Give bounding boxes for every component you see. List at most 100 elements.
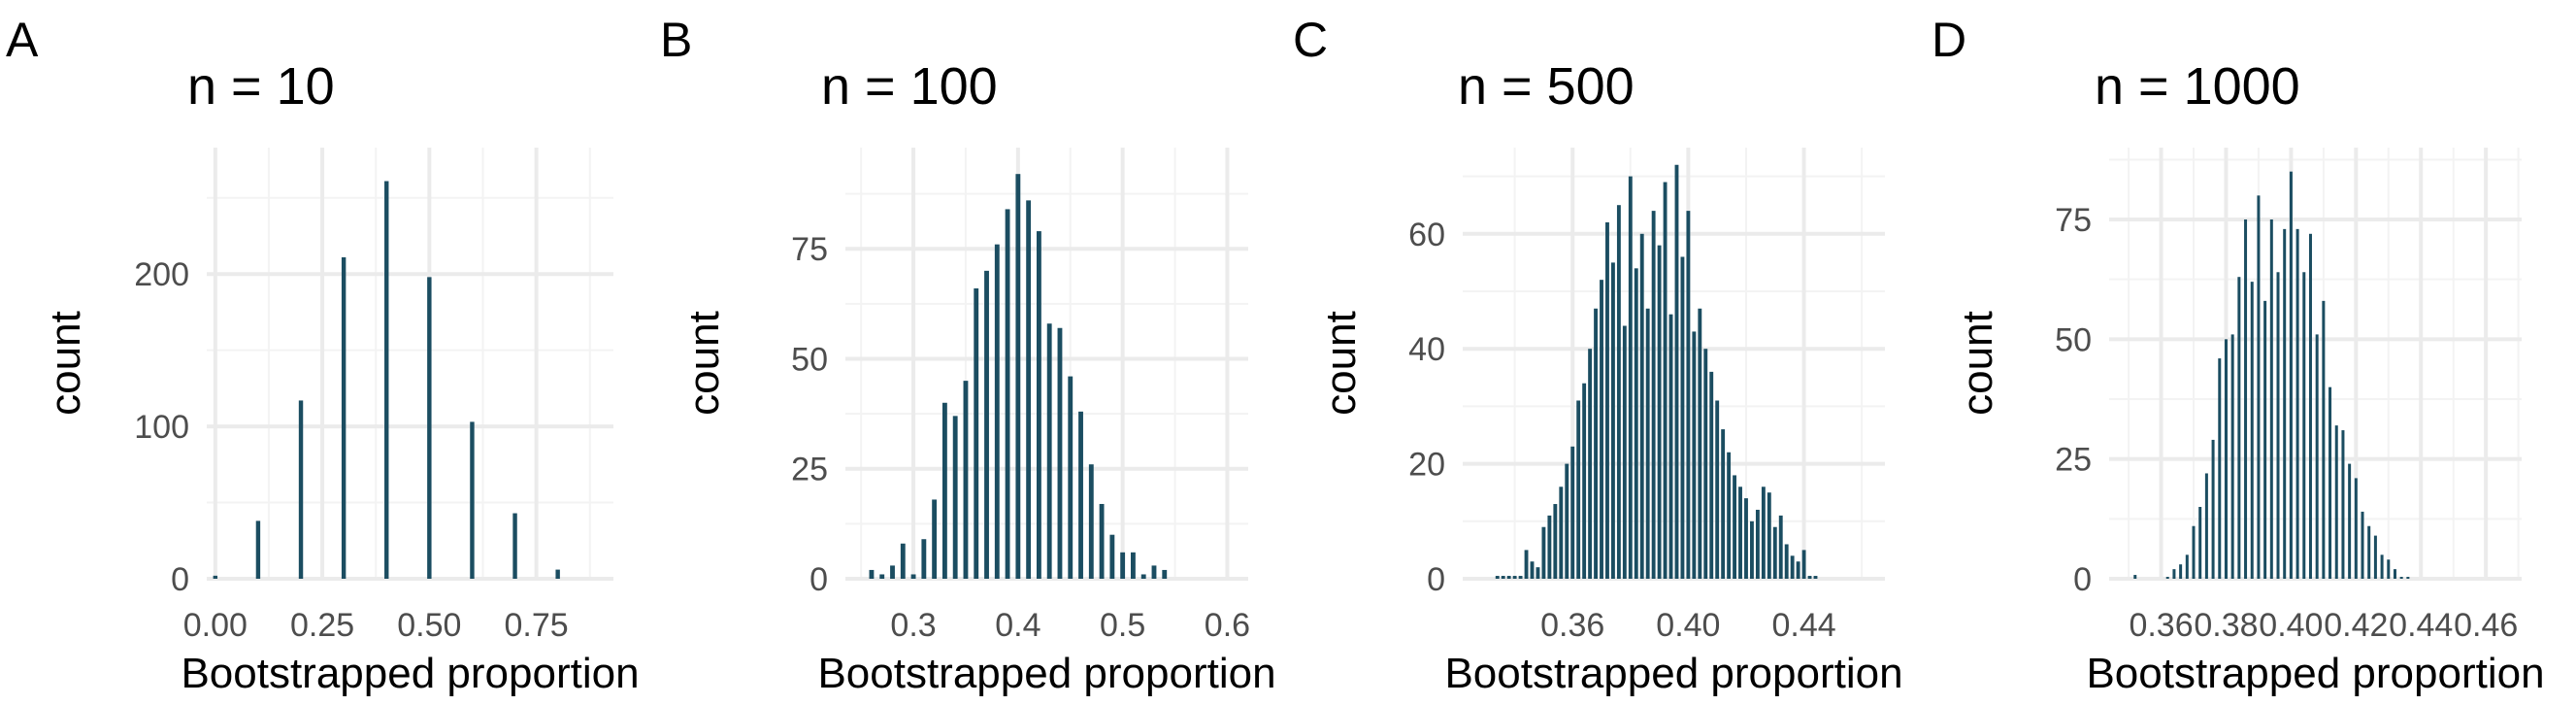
y-tick-label: 0 [171,561,189,598]
histogram-bar [1570,446,1575,579]
y-axis-title: count [680,311,728,416]
histogram-bar [1733,475,1737,579]
histogram-bar [1120,552,1126,579]
histogram-bar [2250,282,2254,579]
histogram-bar [2354,478,2358,579]
histogram-bar [1140,574,1146,579]
histogram-bar [1645,308,1650,579]
histogram-bar [1744,498,1748,579]
histogram-bar [1698,308,1702,579]
histogram-bar [2204,473,2208,579]
y-tick-label: 100 [134,409,189,446]
histogram-bar [2361,511,2364,579]
histogram-bar [1576,400,1581,579]
panel-letter: B [660,13,693,67]
x-axis-title: Bootstrapped proportion [2086,650,2544,697]
y-axis-title: count [1317,311,1365,416]
histogram-bar [2211,439,2215,579]
histogram-bar [2393,569,2396,579]
x-tick-label: 0.44 [1771,607,1835,644]
histogram-bar [1761,487,1766,579]
y-tick-label: 0 [2073,561,2092,598]
histogram-bar [1547,515,1552,579]
histogram-bar [869,569,875,579]
histogram-bar [1796,561,1800,579]
panel-c: C n = 500 0.36 0.40 0.44 0 20 40 60 Bootstrappe… [1275,0,1919,705]
histogram-bar [1109,534,1115,579]
x-tick-label: 0.42 [2324,607,2388,644]
histogram-bar [2322,300,2326,579]
histogram-bar [1600,280,1603,579]
histogram-bar [1495,576,1500,579]
y-tick-label: 75 [2055,202,2092,239]
histogram-bar [1005,209,1010,579]
histogram-bar [213,575,218,579]
histogram-bar [1501,576,1505,579]
histogram-bar [941,402,947,579]
histogram-bar [1046,323,1052,579]
x-tick-label: 0.36 [2129,607,2193,644]
histogram-bar [2172,569,2176,579]
histogram-bar [1674,164,1679,579]
histogram-bar [1088,464,1094,579]
histogram-bar [1026,200,1032,579]
y-tick-label: 40 [1408,331,1445,368]
histogram-bar [1605,221,1609,579]
histogram-bar [984,270,989,579]
histogram-bar [1680,256,1685,579]
histogram-bar [555,569,560,579]
histogram-bar [1686,211,1691,579]
y-tick-label: 75 [791,231,828,268]
histogram-bar [2315,334,2319,579]
x-tick-label: 0.36 [1540,607,1604,644]
histogram-bar [2334,425,2338,579]
histogram-bar [2399,577,2403,579]
histogram-bar [2185,554,2189,579]
histogram-bar [910,574,916,579]
histogram-bar [1657,245,1662,579]
histogram-bar [1778,515,1783,579]
x-tick-label: 0.50 [397,607,461,644]
histogram-bar [1634,268,1638,579]
histogram-bar [2224,339,2228,579]
histogram-bar [1715,400,1720,579]
chart-title: n = 500 [1458,57,1635,116]
y-tick-label: 60 [1408,217,1445,253]
histogram-bar [921,539,927,579]
histogram-bar [512,513,517,579]
x-axis-title: Bootstrapped proportion [181,650,639,697]
y-tick-label: 25 [791,452,828,488]
histogram-bar [1151,565,1157,579]
chart-title: n = 100 [821,57,998,116]
histogram-bar [1559,487,1564,579]
histogram-bar [963,381,969,579]
histogram-bar [1755,509,1760,579]
y-tick-label: 200 [134,256,189,293]
histogram-bar [1628,176,1633,579]
histogram-bar [1692,331,1697,579]
x-tick-label: 0.38 [2194,607,2258,644]
histogram-bar [1078,411,1083,579]
histogram-bar [2387,559,2391,579]
histogram-bar [255,520,261,579]
histogram-bar [1524,550,1529,579]
histogram-bar [1506,576,1511,579]
histogram-bar [2406,577,2410,579]
histogram-bar [932,499,938,579]
histogram-bar [1767,492,1771,579]
panel-b: B n = 100 0.3 0.4 0.5 0.6 0 25 50 75 Bootstrappe… [639,0,1282,705]
histogram-bar [2283,228,2287,579]
histogram-bar [1536,567,1540,579]
histogram-bar [1512,576,1517,579]
x-tick-label: 0.44 [2389,607,2453,644]
histogram-bar [1015,174,1021,580]
histogram-bar [2179,564,2183,579]
x-tick-label: 0.3 [890,607,936,644]
histogram-bar [2269,219,2273,579]
histogram-bar [1772,526,1777,579]
histogram-bar [879,574,885,579]
panel-letter: C [1293,13,1329,67]
histogram-bar [2308,233,2312,580]
x-tick-label: 0.5 [1100,607,1145,644]
y-tick-label: 20 [1408,447,1445,484]
